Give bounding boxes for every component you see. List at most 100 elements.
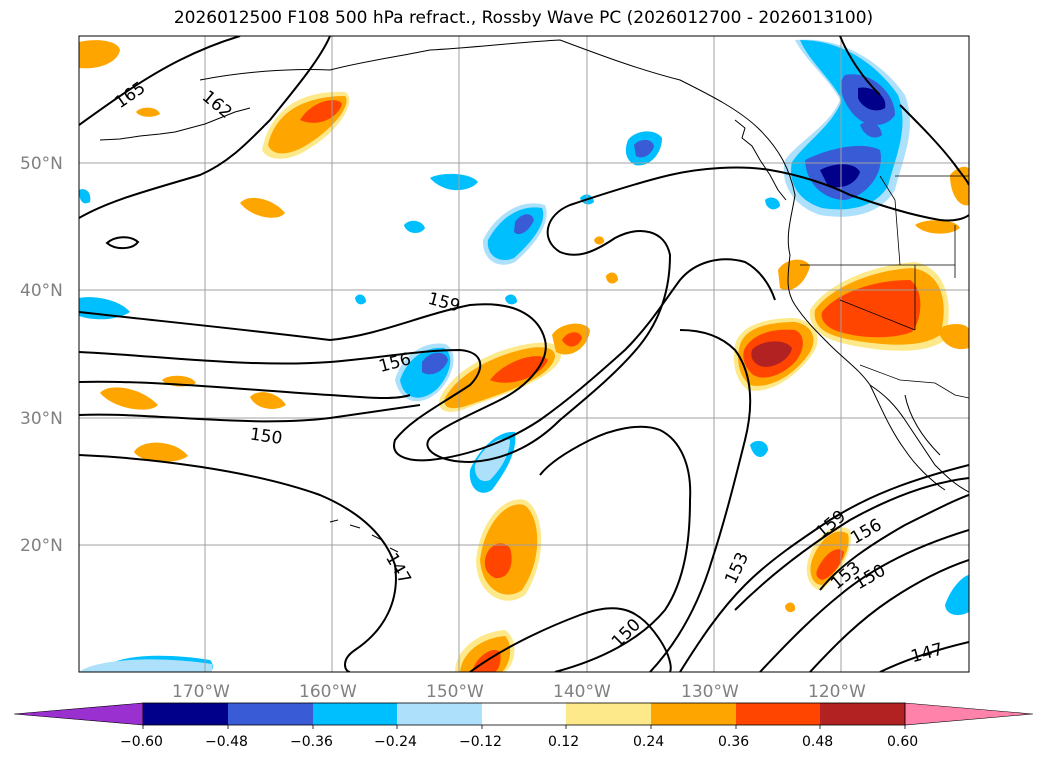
colorbar-ticks <box>142 725 906 729</box>
alaska-coast <box>199 39 969 493</box>
contour-label: 150 <box>249 425 284 449</box>
lon-label-120w: 120°W <box>808 682 866 702</box>
colorbar-label: 0.12 <box>548 734 579 750</box>
shade-tiny-blue-b <box>355 294 366 305</box>
shade-bc-navy-b <box>820 164 860 188</box>
shade-baja-red <box>816 549 844 580</box>
shade-pacnw-blue <box>860 121 882 138</box>
aleutian-chain <box>99 107 251 141</box>
colorbar-bin <box>397 703 482 725</box>
contour-label: 156 <box>847 515 885 549</box>
colorbar-label: 0.60 <box>887 734 918 750</box>
lon-labels: 170°W 160°W 150°W 140°W 130°W 120°W <box>172 682 866 702</box>
shade-wa-blue <box>765 197 780 210</box>
contour-150 <box>79 404 421 423</box>
colorbar-label: −0.24 <box>374 734 417 750</box>
borders <box>800 175 969 399</box>
contour-label: 147 <box>909 639 946 667</box>
contour-east-a <box>649 329 752 672</box>
colorbar-label: 0.48 <box>802 734 833 750</box>
colorbar-bin <box>143 703 228 725</box>
colorbar-label: 0.24 <box>633 734 664 750</box>
chart-title: 2026012500 F108 500 hPa refract., Rossby… <box>173 8 874 28</box>
shade-hawaii-red <box>484 543 512 579</box>
baja-coast <box>869 384 946 491</box>
colorbar-label: −0.48 <box>205 734 248 750</box>
shade-tiny-c <box>785 602 796 613</box>
gridlines <box>79 36 969 672</box>
shade-sw-red <box>821 280 921 338</box>
lon-label-140w: 140°W <box>553 682 611 702</box>
shading-layer <box>79 39 969 672</box>
shade-gulf-small-b <box>404 220 425 234</box>
colorbar-label: −0.12 <box>459 734 502 750</box>
contour-east-g <box>819 494 969 591</box>
colorbar-bin <box>736 703 820 725</box>
contour-153 <box>79 380 411 400</box>
coastlines <box>99 39 969 553</box>
lon-label-130w: 130°W <box>681 682 739 702</box>
plot-frame <box>78 35 970 673</box>
shade-gulf-small-a <box>430 173 478 191</box>
contour-east-e <box>809 559 969 672</box>
shade-orange-30n-a <box>100 387 158 410</box>
shade-tiny-blue-e <box>79 189 91 204</box>
colorbar-bin <box>228 703 313 725</box>
shade-central-red-b <box>562 332 582 347</box>
contour-east-d <box>759 529 969 672</box>
contour-162 <box>79 36 331 219</box>
shade-orange-27n <box>134 442 188 462</box>
shade-central-midblue <box>422 352 448 375</box>
lon-label-170w: 170°W <box>172 682 230 702</box>
contour-top-east <box>839 36 881 96</box>
shade-small-orange-b <box>136 107 160 117</box>
shade-sw-corner-light <box>79 659 212 672</box>
lon-label-150w: 150°W <box>426 682 484 702</box>
contour-label: 150 <box>608 615 645 652</box>
lat-labels: 50°N 40°N 30°N 20°N <box>20 154 63 556</box>
shade-idaho-orange <box>915 220 960 234</box>
lat-label-30n: 30°N <box>20 409 63 429</box>
contour-east-b <box>679 464 969 672</box>
colorbar-label: 0.36 <box>718 734 749 750</box>
shade-ca-darkred <box>751 341 792 367</box>
colorbar-max-extend <box>904 702 1034 726</box>
contour-ne <box>899 104 969 186</box>
colorbar-frame <box>142 702 906 726</box>
contour-east-c <box>734 477 969 611</box>
colorbar-bin <box>313 703 397 725</box>
contour-north <box>849 194 969 222</box>
contour-150-south <box>469 607 672 672</box>
shade-orange-nw <box>79 40 120 69</box>
shade-south-lightblue <box>474 438 510 482</box>
shade-48n-blue-inner <box>487 207 544 260</box>
lon-label-160w: 160°W <box>299 682 357 702</box>
shade-48n-midblue <box>514 214 534 235</box>
colorbar-bin <box>482 703 566 725</box>
hawaii-islands <box>329 519 399 553</box>
colorbar-bin <box>820 703 905 725</box>
shade-or-orange <box>778 259 810 291</box>
contours <box>79 36 969 672</box>
shade-tiny-a <box>594 236 605 245</box>
contour-165 <box>79 36 241 126</box>
shade-east-orange <box>938 324 969 350</box>
contour-small-loop <box>105 236 140 250</box>
contour-label: 147 <box>381 550 415 588</box>
bc-islands <box>734 119 787 201</box>
contour-153-east <box>539 425 692 672</box>
lat-label-20n: 20°N <box>20 536 63 556</box>
shade-orange-30n-c <box>250 392 286 409</box>
shade-tiny-blue-c <box>505 294 517 305</box>
colorbar-min-extend <box>13 702 144 726</box>
shade-small-orange-a <box>240 197 285 218</box>
colorbar-label: −0.36 <box>290 734 333 750</box>
contour-147 <box>79 454 397 672</box>
colorbar: −0.60 −0.48 −0.36 −0.24 −0.12 0.12 0.24 … <box>13 702 1034 750</box>
colorbar-bin <box>566 703 651 725</box>
contour-156 <box>79 258 776 462</box>
contour-label: 165 <box>111 78 149 113</box>
lat-label-40n: 40°N <box>20 281 63 301</box>
contour-east-f <box>879 641 969 672</box>
